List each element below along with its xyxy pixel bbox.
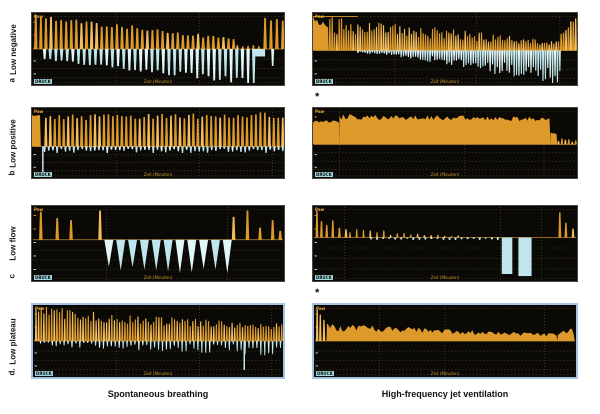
- panel-x-axis-label: Zeit (Minuten): [143, 275, 173, 280]
- waveform-spont-low-flow: [33, 207, 283, 280]
- waveform-hfjv-low-plateau: [315, 306, 575, 376]
- panel-channel-label: DRUCK: [315, 172, 333, 177]
- panel-channel-label: DRUCK: [35, 371, 53, 376]
- panel-y-label: Paw: [34, 109, 44, 114]
- row-letter-d: d.: [7, 368, 17, 376]
- panel-hfjv-low-negative: Paw DRUCK Zeit (Minuten): [312, 12, 578, 86]
- row-letter-a: a: [7, 78, 17, 83]
- waveform-spont-low-positive: [32, 109, 284, 177]
- panel-y-label: Paw: [316, 306, 326, 311]
- panel-x-axis-label: Zeit (Minuten): [430, 79, 460, 84]
- panel-channel-label: DRUCK: [34, 275, 52, 280]
- panel-y-label: Paw: [315, 207, 325, 212]
- waveform-hfjv-low-negative: [313, 14, 577, 84]
- panel-hfjv-low-plateau: Paw DRUCK Zeit (Minuten): [312, 303, 578, 379]
- panel-x-axis-label: Zeit (Minuten): [430, 172, 460, 177]
- panel-x-axis-label: Zeit (Minuten): [430, 371, 460, 376]
- waveform-hfjv-low-flow: [314, 207, 576, 280]
- waveform-hfjv-low-positive: [313, 109, 577, 177]
- panel-y-label: Paw: [34, 207, 44, 212]
- panel-channel-label: DRUCK: [315, 79, 333, 84]
- panel-spont-low-positive: Paw DRUCK Zeit (Minuten): [31, 107, 285, 179]
- panel-channel-label: DRUCK: [316, 371, 334, 376]
- panel-hfjv-low-flow: Paw DRUCK Zeit (Minuten): [312, 205, 578, 282]
- panel-spont-low-plateau: Paw DRUCK Zeit (Minuten): [31, 303, 285, 379]
- panel-channel-label: DRUCK: [315, 275, 333, 280]
- panel-channel-label: DRUCK: [34, 79, 52, 84]
- waveform-spont-low-negative: [33, 14, 284, 84]
- panel-spont-low-negative: Paw DRUCK Zeit (Minuten): [31, 12, 285, 86]
- panel-spont-low-flow: Paw DRUCK Zeit (Minuten): [31, 205, 285, 282]
- panel-y-label: Paw: [315, 109, 325, 114]
- waveform-spont-low-plateau: [34, 306, 283, 376]
- caption-spontaneous-breathing: Spontaneous breathing: [107, 389, 209, 399]
- panel-x-axis-label: Zeit (Minuten): [143, 172, 173, 177]
- caption-hfjv: High-frequency jet ventilation: [381, 389, 509, 399]
- panel-hfjv-low-positive: Paw DRUCK Zeit (Minuten): [312, 107, 578, 179]
- panel-y-label: Paw: [35, 306, 45, 311]
- panel-x-axis-label: Zeit (Minuten): [143, 79, 173, 84]
- asterisk-hfjv-low-positive: *: [315, 91, 320, 103]
- panel-channel-label: DRUCK: [34, 172, 52, 177]
- row-letter-c: c: [7, 274, 17, 279]
- panel-x-axis-label: Zeit (Minuten): [430, 275, 460, 280]
- panel-x-axis-label: Zeit (Minuten): [143, 371, 173, 376]
- row-letter-b: b: [7, 170, 17, 176]
- asterisk-hfjv-low-plateau: *: [315, 287, 320, 299]
- panel-y-label: Paw: [315, 14, 325, 19]
- panel-y-label: Paw: [34, 14, 44, 19]
